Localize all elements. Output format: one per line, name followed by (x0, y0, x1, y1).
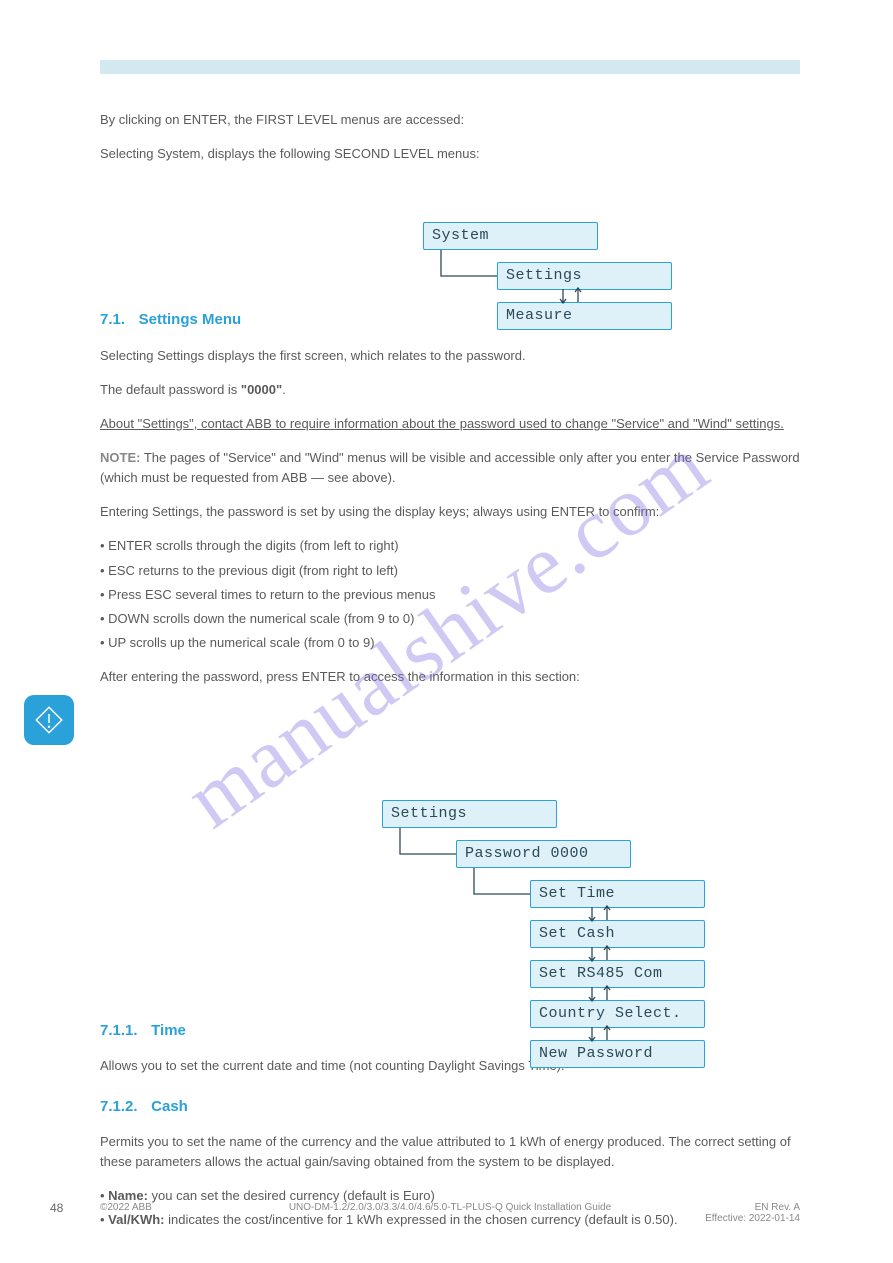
page-number: 48 (50, 1201, 63, 1215)
diagram2-connectors (382, 800, 722, 1100)
header-bar (100, 60, 800, 74)
sec71-p5: After entering the password, press ENTER… (100, 667, 800, 687)
sec712-body: Permits you to set the name of the curre… (100, 1132, 800, 1172)
sec71-about: About "Settings", contact ABB to require… (100, 414, 800, 434)
section-number: 7.1. (100, 311, 125, 328)
note-label: NOTE: (100, 450, 140, 465)
diagram1-connectors (423, 222, 683, 342)
intro-p1: By clicking on ENTER, the FIRST LEVEL me… (100, 110, 800, 130)
footer: ©2022 ABB UNO-DM-1.2/2.0/3.0/3.3/4.0/4.6… (100, 1202, 800, 1213)
page: By clicking on ENTER, the FIRST LEVEL me… (0, 0, 893, 1263)
sec71-p4: Entering Settings, the password is set b… (100, 502, 800, 522)
sec71-note: NOTE: The pages of "Service" and "Wind" … (100, 448, 800, 488)
section-title: Settings Menu (139, 311, 242, 328)
intro-p2: Selecting System, displays the following… (100, 144, 800, 164)
side-badge-icon (24, 695, 74, 745)
sec71-p2: The default password is "0000". (100, 380, 800, 400)
sec71-p1: Selecting Settings displays the first sc… (100, 346, 800, 366)
